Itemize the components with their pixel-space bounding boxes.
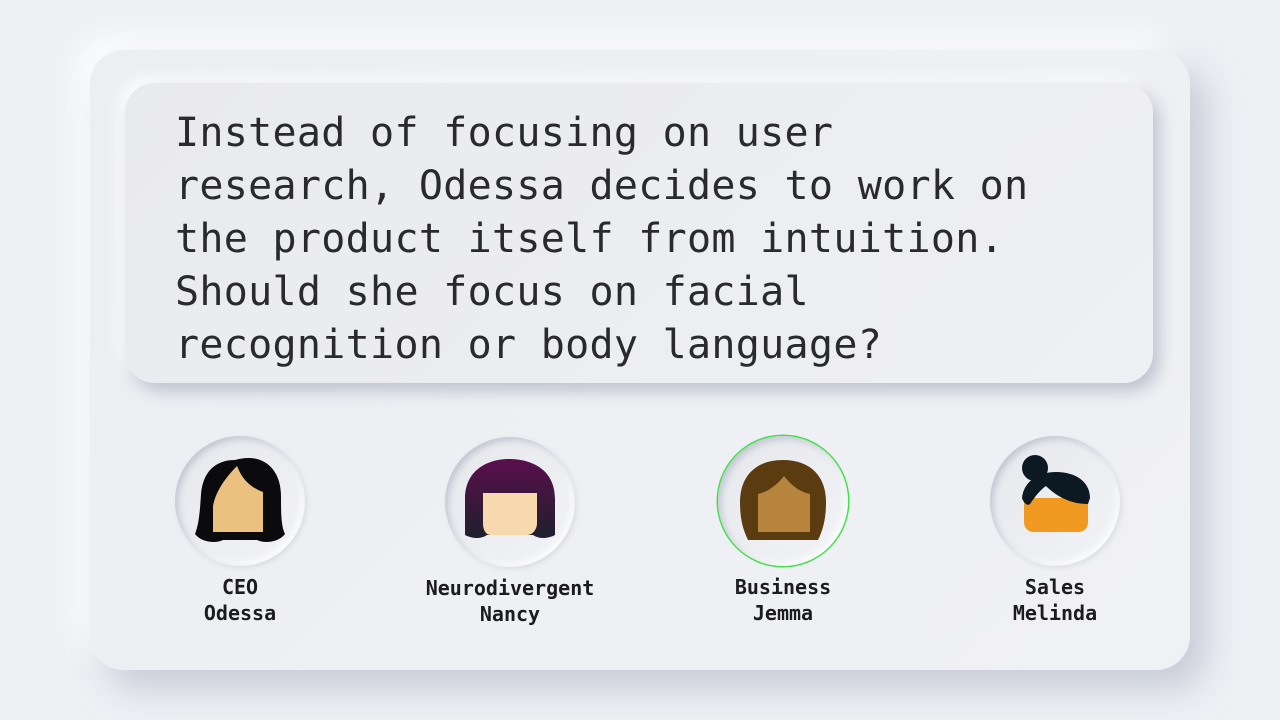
persona-name: Jemma (752, 601, 814, 625)
avatar[interactable] (175, 436, 305, 566)
persona-business-jemma[interactable]: Business Jemma (673, 436, 893, 626)
persona-sales-melinda[interactable]: Sales Melinda (945, 436, 1165, 626)
persona-neurodivergent-nancy[interactable]: Neurodivergent Nancy (400, 437, 620, 627)
persona-name: Nancy (479, 602, 541, 626)
persona-role: Sales (1024, 575, 1086, 599)
avatar[interactable] (718, 436, 848, 566)
woman-purple-bob-avatar-icon (465, 459, 555, 538)
scenario-card: Instead of focusing on user research, Od… (90, 50, 1190, 670)
persona-ceo-odessa[interactable]: CEO Odessa (130, 436, 350, 626)
persona-role: Business (734, 575, 832, 599)
persona-name: Odessa (203, 601, 277, 625)
persona-label: Business Jemma (673, 574, 893, 626)
persona-label: Neurodivergent Nancy (400, 575, 620, 627)
avatar[interactable] (990, 436, 1120, 566)
persona-name: Melinda (1012, 601, 1098, 625)
persona-label: CEO Odessa (130, 574, 350, 626)
woman-bun-hair-avatar-icon (1022, 455, 1090, 532)
persona-role: CEO (221, 575, 259, 599)
question-panel: Instead of focusing on user research, Od… (125, 83, 1153, 383)
persona-label: Sales Melinda (945, 574, 1165, 626)
question-text: Instead of focusing on user research, Od… (175, 110, 1029, 368)
woman-brown-hair-avatar-icon (740, 460, 826, 540)
woman-black-hair-avatar-icon (195, 458, 285, 542)
avatar[interactable] (445, 437, 575, 567)
persona-role: Neurodivergent (425, 576, 595, 600)
